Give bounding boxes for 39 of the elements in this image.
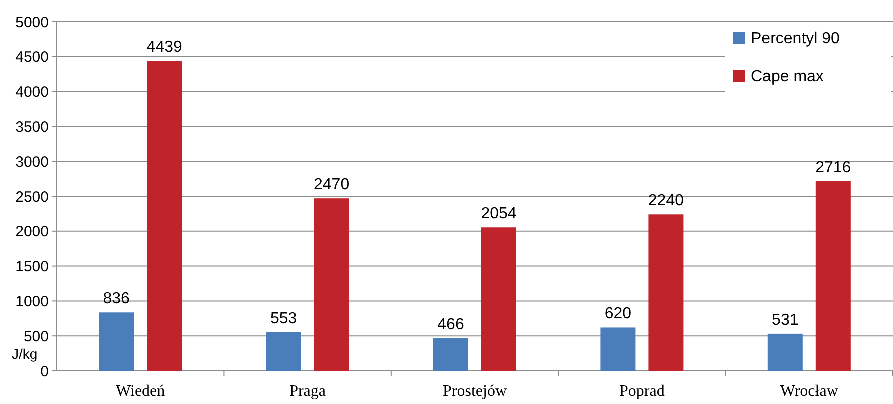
y-tick-label: 0	[40, 363, 49, 380]
bar	[99, 312, 134, 371]
y-tick-label: 4500	[16, 49, 49, 66]
x-tick-label: Wiedeń	[116, 383, 166, 400]
y-tick-label: 4000	[16, 84, 49, 102]
data-label: 836	[103, 290, 130, 308]
y-tick-label: 3000	[16, 154, 49, 171]
bar	[314, 198, 350, 371]
bar	[648, 214, 684, 371]
bar	[768, 334, 803, 371]
data-label: 2240	[648, 192, 684, 210]
x-tick-label: Wrocław	[780, 383, 839, 400]
bar	[266, 332, 302, 371]
data-label: 620	[604, 306, 632, 323]
y-axis-title: J/kg	[12, 346, 38, 362]
y-tick-label: 1000	[16, 293, 49, 310]
data-label: 2716	[816, 159, 852, 176]
data-label: 4439	[146, 39, 182, 56]
bar	[434, 338, 468, 371]
y-tick-label: 2500	[16, 188, 49, 206]
data-label: 553	[270, 310, 298, 328]
bar	[600, 328, 636, 371]
bar	[147, 61, 182, 371]
y-tick-label: 5000	[16, 14, 49, 32]
y-tick-label: 2000	[16, 224, 49, 241]
y-tick-label: 500	[24, 328, 49, 346]
bar	[482, 228, 516, 371]
y-tick-label: 1500	[16, 258, 49, 276]
bar	[816, 181, 851, 371]
data-label: 2054	[481, 206, 517, 223]
y-tick-label: 3500	[16, 118, 49, 136]
x-tick-label: Prostejów	[443, 383, 508, 400]
x-tick-label: Praga	[290, 383, 326, 400]
data-label: 466	[438, 316, 464, 334]
legend-label: Cape max	[751, 68, 824, 86]
data-label: 2470	[314, 176, 350, 194]
data-label: 531	[772, 312, 799, 329]
x-tick-label: Poprad	[620, 383, 665, 400]
legend-label: Percentyl 90	[751, 30, 840, 48]
